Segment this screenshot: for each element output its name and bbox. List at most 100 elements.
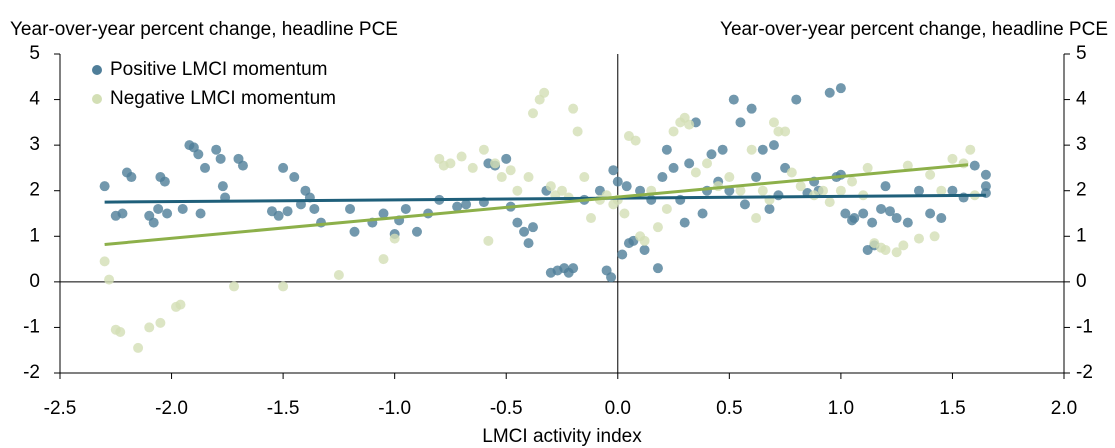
point <box>751 172 762 183</box>
point <box>936 213 947 224</box>
point <box>746 144 757 155</box>
point <box>501 153 512 164</box>
x-axis-title: LMCI activity index <box>482 426 642 447</box>
point <box>117 208 128 219</box>
point <box>898 240 909 251</box>
point <box>483 235 494 246</box>
point <box>512 217 523 228</box>
x-tick-label: -2.0 <box>155 398 188 419</box>
point <box>780 126 791 137</box>
point <box>773 190 784 201</box>
point <box>668 162 679 173</box>
point <box>523 238 534 249</box>
point <box>980 169 991 180</box>
point <box>679 217 690 228</box>
y2-tick-label: -1 <box>1076 316 1093 337</box>
point <box>512 185 523 196</box>
y2-tick-label: 5 <box>1076 43 1087 64</box>
point <box>400 203 411 214</box>
point <box>612 176 623 187</box>
y-tick-label: 3 <box>29 134 40 155</box>
point <box>876 203 887 214</box>
point <box>115 326 126 337</box>
point <box>847 176 858 187</box>
point <box>527 222 538 233</box>
point <box>835 185 846 196</box>
point <box>757 185 768 196</box>
point <box>735 185 746 196</box>
point <box>902 160 913 171</box>
point <box>630 135 641 146</box>
point <box>702 158 713 169</box>
point <box>378 254 389 265</box>
x-tick-label: 1.5 <box>939 398 965 419</box>
point <box>891 213 902 224</box>
point <box>579 172 590 183</box>
point <box>126 172 137 183</box>
x-tick-label: -2.5 <box>44 398 77 419</box>
point <box>965 144 976 155</box>
y-tick-label: 4 <box>29 89 40 110</box>
point <box>739 199 750 210</box>
point <box>684 158 695 169</box>
y-tick-label: 2 <box>29 180 40 201</box>
point <box>211 144 222 155</box>
point <box>840 208 851 219</box>
point <box>862 162 873 173</box>
trend-line <box>104 163 969 246</box>
y2-tick-label: 1 <box>1076 225 1087 246</box>
point <box>936 185 947 196</box>
point <box>568 263 579 274</box>
point <box>523 172 534 183</box>
point <box>668 126 679 137</box>
point <box>735 117 746 128</box>
x-tick-label: 2.0 <box>1051 398 1077 419</box>
point <box>349 226 360 237</box>
y-tick-label: -2 <box>23 362 40 383</box>
y2-axis-title: Year-over-year percent change, headline … <box>720 19 1108 40</box>
point <box>478 144 489 155</box>
x-tick-label: 0.0 <box>605 398 631 419</box>
point <box>880 244 891 255</box>
point <box>539 87 550 98</box>
x-tick-label: 0.5 <box>716 398 742 419</box>
point <box>309 203 320 214</box>
point <box>717 144 728 155</box>
y-tick-label: 1 <box>29 225 40 246</box>
point <box>891 247 902 258</box>
point <box>818 185 829 196</box>
point <box>278 281 289 292</box>
point <box>289 172 300 183</box>
point <box>177 203 188 214</box>
point <box>411 226 422 237</box>
point <box>378 208 389 219</box>
point <box>652 222 663 233</box>
point <box>282 206 293 217</box>
point <box>795 181 806 192</box>
point <box>652 263 663 274</box>
point <box>746 103 757 114</box>
y2-tick-label: 0 <box>1076 271 1087 292</box>
point <box>639 235 650 246</box>
point <box>568 103 579 114</box>
point <box>195 208 206 219</box>
point <box>445 158 456 169</box>
point <box>175 299 186 310</box>
point <box>764 203 775 214</box>
legend-label: Negative LMCI momentum <box>110 88 336 109</box>
point <box>273 210 284 221</box>
point <box>217 181 228 192</box>
point <box>835 83 846 94</box>
point <box>278 162 289 173</box>
point <box>684 119 695 130</box>
point <box>496 172 507 183</box>
point <box>880 181 891 192</box>
y-tick-label: 0 <box>29 271 40 292</box>
point <box>867 217 878 228</box>
point <box>657 172 668 183</box>
x-tick-label: -1.0 <box>378 398 411 419</box>
point <box>153 203 164 214</box>
legend-marker <box>92 94 102 104</box>
point <box>791 94 802 105</box>
legend-marker <box>92 65 102 75</box>
